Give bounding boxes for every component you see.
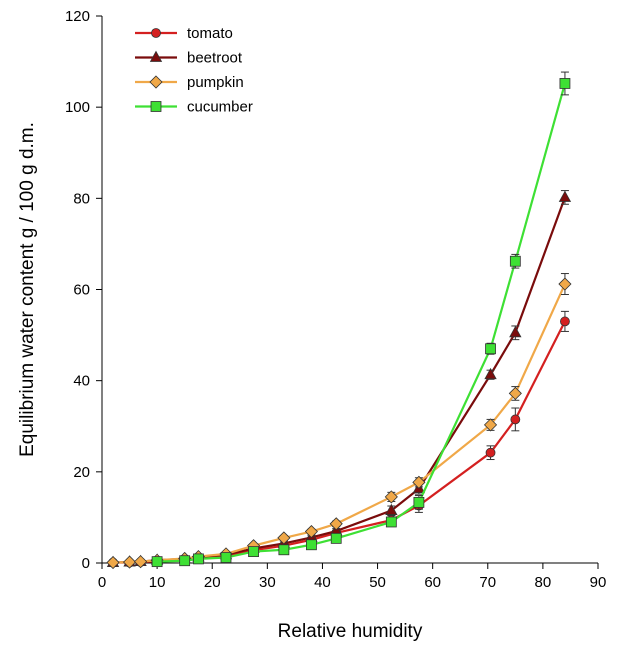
x-tick-label: 10 — [149, 574, 166, 591]
x-tick-label: 80 — [535, 574, 552, 591]
data-point-beetroot — [484, 367, 497, 380]
data-point-cucumber — [306, 539, 317, 551]
data-point-tomato — [560, 316, 570, 327]
data-point-cucumber — [559, 78, 571, 89]
series-pumpkin — [106, 273, 572, 570]
data-point-cucumber — [413, 496, 425, 508]
data-point-cucumber — [278, 544, 290, 556]
chart-axes: 0 10 20 30 40 50 60 70 80 90 0 20 40 60 80 100 120 — [65, 8, 606, 591]
chart-legend: tomato beetroot pumpkin cucumber — [135, 25, 253, 116]
series-line-pumpkin — [112, 283, 566, 564]
series-beetroot — [106, 190, 572, 567]
data-point-cucumber — [330, 532, 342, 544]
data-point-pumpkin — [384, 490, 398, 504]
x-tick-label: 30 — [259, 574, 276, 591]
y-tick-label: 100 — [65, 99, 90, 116]
legend-label: beetroot — [187, 50, 243, 67]
x-tick-label: 50 — [369, 574, 386, 591]
data-point-pumpkin — [106, 555, 120, 570]
data-point-cucumber — [509, 255, 521, 267]
data-point-pumpkin — [122, 555, 137, 569]
x-tick-label: 70 — [479, 574, 496, 591]
y-tick-label: 40 — [73, 373, 90, 390]
data-point-pumpkin — [304, 524, 318, 539]
data-point-beetroot — [558, 190, 572, 202]
x-tick-label: 40 — [314, 574, 331, 591]
x-axis-label: Relative humidity — [278, 621, 423, 642]
data-point-pumpkin — [483, 418, 498, 432]
data-point-pumpkin — [412, 475, 426, 489]
y-tick-label: 60 — [73, 282, 90, 299]
y-tick-label: 0 — [82, 555, 90, 572]
legend-label: pumpkin — [187, 74, 244, 91]
data-point-cucumber — [385, 516, 397, 528]
data-point-beetroot — [385, 503, 398, 515]
series-line-beetroot — [112, 197, 566, 564]
x-tick-label: 0 — [98, 574, 106, 591]
data-point-cucumber — [193, 553, 204, 565]
y-tick-label: 20 — [73, 464, 90, 481]
legend-item-beetroot: beetroot — [135, 50, 243, 67]
data-point-pumpkin — [329, 517, 343, 531]
y-axis-label: Equilibrium water content g / 100 g d.m. — [17, 122, 38, 457]
legend-marker — [151, 28, 161, 38]
data-point-tomato — [485, 447, 496, 458]
legend-marker — [149, 50, 163, 62]
legend-marker — [149, 75, 163, 89]
data-point-cucumber — [220, 552, 232, 563]
legend-item-cucumber: cucumber — [135, 99, 253, 116]
data-point-pumpkin — [277, 531, 291, 545]
data-point-cucumber — [485, 343, 496, 355]
data-point-beetroot — [509, 325, 522, 338]
legend-label: tomato — [187, 25, 233, 42]
legend-marker — [150, 101, 162, 112]
y-tick-label: 120 — [65, 8, 90, 25]
plot-area — [106, 71, 572, 570]
data-point-pumpkin — [558, 277, 572, 291]
data-point-cucumber — [151, 556, 163, 568]
x-tick-label: 20 — [204, 574, 221, 591]
data-point-pumpkin — [134, 555, 148, 569]
legend-item-tomato: tomato — [135, 25, 233, 42]
data-point-pumpkin — [508, 386, 522, 400]
data-point-cucumber — [248, 546, 259, 558]
data-point-tomato — [510, 414, 521, 425]
y-tick-label: 80 — [73, 190, 90, 207]
series-cucumber — [151, 71, 571, 568]
series-line-cucumber — [157, 83, 566, 563]
legend-item-pumpkin: pumpkin — [135, 74, 244, 91]
data-point-cucumber — [179, 555, 191, 567]
x-tick-label: 60 — [424, 574, 441, 591]
legend-label: cucumber — [187, 99, 253, 116]
x-tick-label: 90 — [590, 574, 607, 591]
